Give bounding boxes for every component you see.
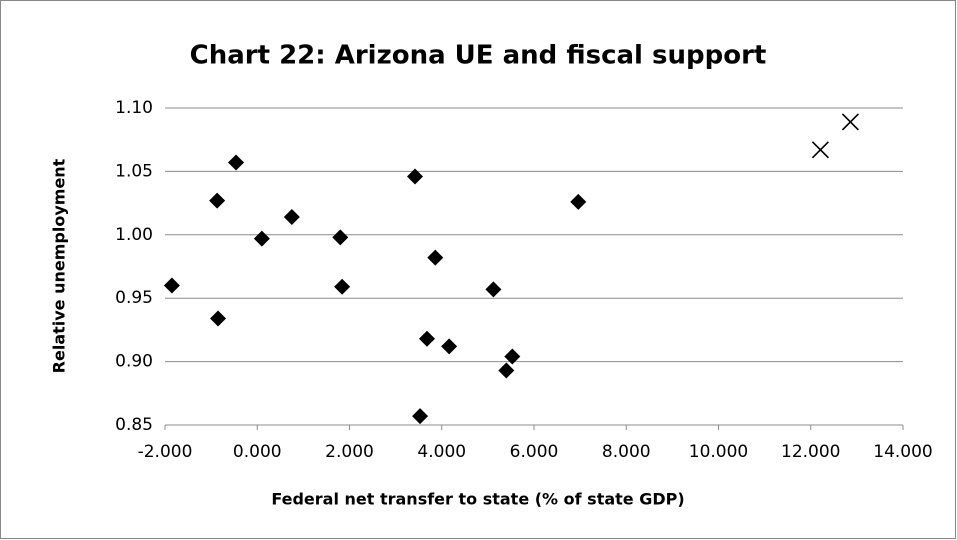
y-tick-label: 0.90 xyxy=(115,352,153,372)
diamond-marker xyxy=(441,338,458,355)
diamond-marker xyxy=(332,229,349,246)
diamond-marker xyxy=(504,348,521,365)
x-tick-label: 8.000 xyxy=(602,442,651,462)
x-tick-label: -2.000 xyxy=(138,442,193,462)
x-tick-label: 10.000 xyxy=(689,442,748,462)
x-marker xyxy=(841,113,859,131)
y-tick-label: 1.10 xyxy=(115,98,153,118)
diamond-marker xyxy=(209,192,226,209)
y-tick-label: 0.95 xyxy=(115,288,153,308)
diamond-marker xyxy=(485,281,502,298)
x-tick-label: 0.000 xyxy=(233,442,282,462)
diamond-marker xyxy=(283,209,300,226)
x-tick-label: 4.000 xyxy=(417,442,466,462)
y-tick-label: 1.00 xyxy=(115,225,153,245)
x-tick-label: 12.000 xyxy=(781,442,840,462)
diamond-marker xyxy=(427,249,444,266)
x-axis-title: Federal net transfer to state (% of stat… xyxy=(271,490,684,509)
x-marker xyxy=(811,141,830,159)
diamond-marker xyxy=(570,193,587,210)
diamond-marker xyxy=(253,230,270,247)
diamond-marker xyxy=(228,154,245,171)
x-tick-label: 2.000 xyxy=(325,442,374,462)
diamond-marker xyxy=(418,330,435,347)
diamond-marker xyxy=(498,362,515,379)
diamond-marker xyxy=(334,278,351,295)
diamond-marker xyxy=(406,168,423,185)
x-tick-label: 14.000 xyxy=(873,442,932,462)
diamond-marker xyxy=(412,408,429,425)
x-tick-label: 6.000 xyxy=(510,442,559,462)
y-tick-label: 1.05 xyxy=(115,161,153,181)
y-tick-label: 0.85 xyxy=(115,415,153,435)
diamond-marker xyxy=(210,310,227,327)
y-axis-title: Relative unemployment xyxy=(50,158,69,373)
diamond-marker xyxy=(163,277,180,294)
chart-title: Chart 22: Arizona UE and fiscal support xyxy=(190,41,767,71)
